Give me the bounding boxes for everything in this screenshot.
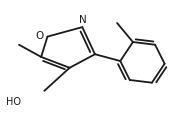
Text: N: N	[79, 15, 87, 25]
Text: O: O	[35, 31, 43, 41]
Text: HO: HO	[6, 97, 21, 107]
